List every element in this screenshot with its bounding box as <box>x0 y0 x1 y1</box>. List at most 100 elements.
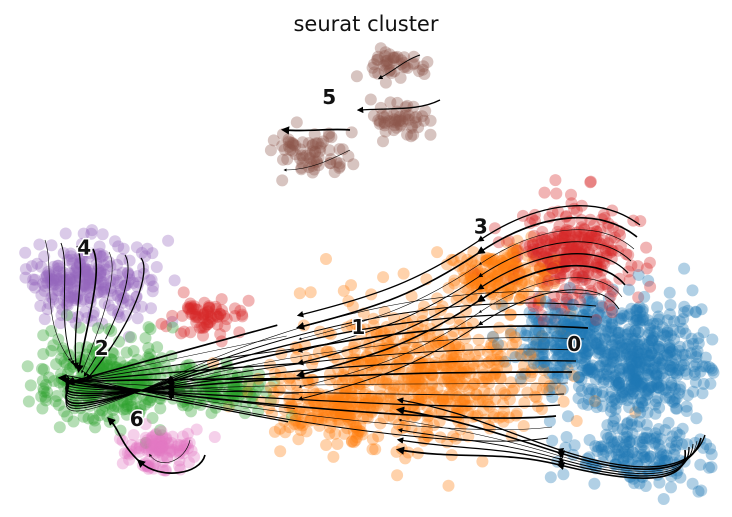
cell-point <box>483 265 496 278</box>
cell-point <box>610 375 623 388</box>
cell-point <box>318 404 331 417</box>
cell-point <box>557 395 570 408</box>
cell-point <box>387 51 400 64</box>
cell-point <box>597 449 610 461</box>
cell-point <box>627 385 640 398</box>
cell-point <box>605 361 618 374</box>
cell-point <box>111 276 124 289</box>
cell-point <box>616 385 629 398</box>
cell-point <box>656 454 669 466</box>
cell-point <box>688 360 701 373</box>
cell-point <box>416 63 429 76</box>
cell-point <box>585 230 598 243</box>
cell-point <box>201 313 214 326</box>
cell-point <box>626 427 639 440</box>
cell-point <box>630 304 643 317</box>
cell-point <box>510 336 523 349</box>
cell-point <box>590 256 603 268</box>
cell-point <box>317 401 330 414</box>
cell-point <box>576 248 589 261</box>
cell-point <box>47 279 59 292</box>
cell-point <box>618 390 631 403</box>
cell-point <box>614 362 626 375</box>
cell-point <box>548 231 561 244</box>
cell-point <box>580 364 593 377</box>
cell-point <box>623 365 635 378</box>
cell-point <box>631 260 644 273</box>
cell-point <box>74 284 87 297</box>
cell-point <box>45 272 58 285</box>
cell-point <box>146 285 159 298</box>
cell-point <box>605 401 618 414</box>
cell-point <box>166 309 179 322</box>
cell-point <box>677 358 690 371</box>
cell-point <box>424 114 437 127</box>
cell-point <box>162 437 175 450</box>
cell-point <box>277 153 289 166</box>
cell-point <box>120 400 133 413</box>
cell-point <box>506 267 519 279</box>
cell-point <box>347 158 360 171</box>
cell-point <box>582 232 595 244</box>
cell-point <box>658 372 670 385</box>
cell-point <box>35 289 48 302</box>
cell-point <box>671 369 684 382</box>
cell-point <box>320 253 332 265</box>
cell-point <box>644 450 657 463</box>
cell-point <box>606 283 619 296</box>
cell-point <box>640 346 653 359</box>
cell-point <box>634 379 647 392</box>
cell-point <box>534 242 547 255</box>
cell-point <box>294 424 307 436</box>
cell-point <box>135 246 148 259</box>
cell-point <box>668 396 681 409</box>
cell-point <box>673 383 686 396</box>
cell-point <box>623 362 635 375</box>
cell-point <box>139 332 152 344</box>
cell-point <box>669 443 681 456</box>
cell-point <box>495 254 508 267</box>
cell-point <box>605 450 618 463</box>
cell-point <box>653 313 666 326</box>
cell-point <box>112 275 125 287</box>
cell-point <box>626 375 639 388</box>
cell-point <box>419 105 432 117</box>
cell-point <box>649 407 662 420</box>
cell-point <box>586 383 599 396</box>
cell-point <box>641 426 653 439</box>
cell-point <box>653 454 666 467</box>
cell-point <box>600 428 613 441</box>
cell-point <box>579 273 592 286</box>
cell-point <box>226 389 239 402</box>
cell-point <box>493 321 506 334</box>
cell-point <box>550 187 563 200</box>
cell-point <box>64 290 76 303</box>
cell-point <box>639 480 652 492</box>
cell-point <box>523 343 536 356</box>
cell-point <box>198 320 211 333</box>
cell-point <box>615 379 628 392</box>
cell-point <box>608 348 620 361</box>
cell-point <box>94 267 107 279</box>
cell-point <box>173 454 186 467</box>
cell-point <box>662 416 675 429</box>
cell-point <box>592 441 605 453</box>
cell-point <box>678 300 691 313</box>
cell-point <box>368 58 380 71</box>
cell-point <box>642 382 655 395</box>
cell-point <box>388 113 401 126</box>
cell-point <box>519 239 532 252</box>
cell-point <box>31 257 44 270</box>
cell-point <box>561 310 573 323</box>
cell-point <box>647 330 660 343</box>
cell-point <box>670 426 683 439</box>
cell-point <box>485 256 498 269</box>
cell-point <box>659 455 671 467</box>
cell-point <box>643 326 656 339</box>
cell-point <box>680 400 693 413</box>
cell-point <box>667 358 680 371</box>
cell-point <box>618 342 631 355</box>
cell-point <box>214 308 227 321</box>
cell-point <box>160 320 173 333</box>
